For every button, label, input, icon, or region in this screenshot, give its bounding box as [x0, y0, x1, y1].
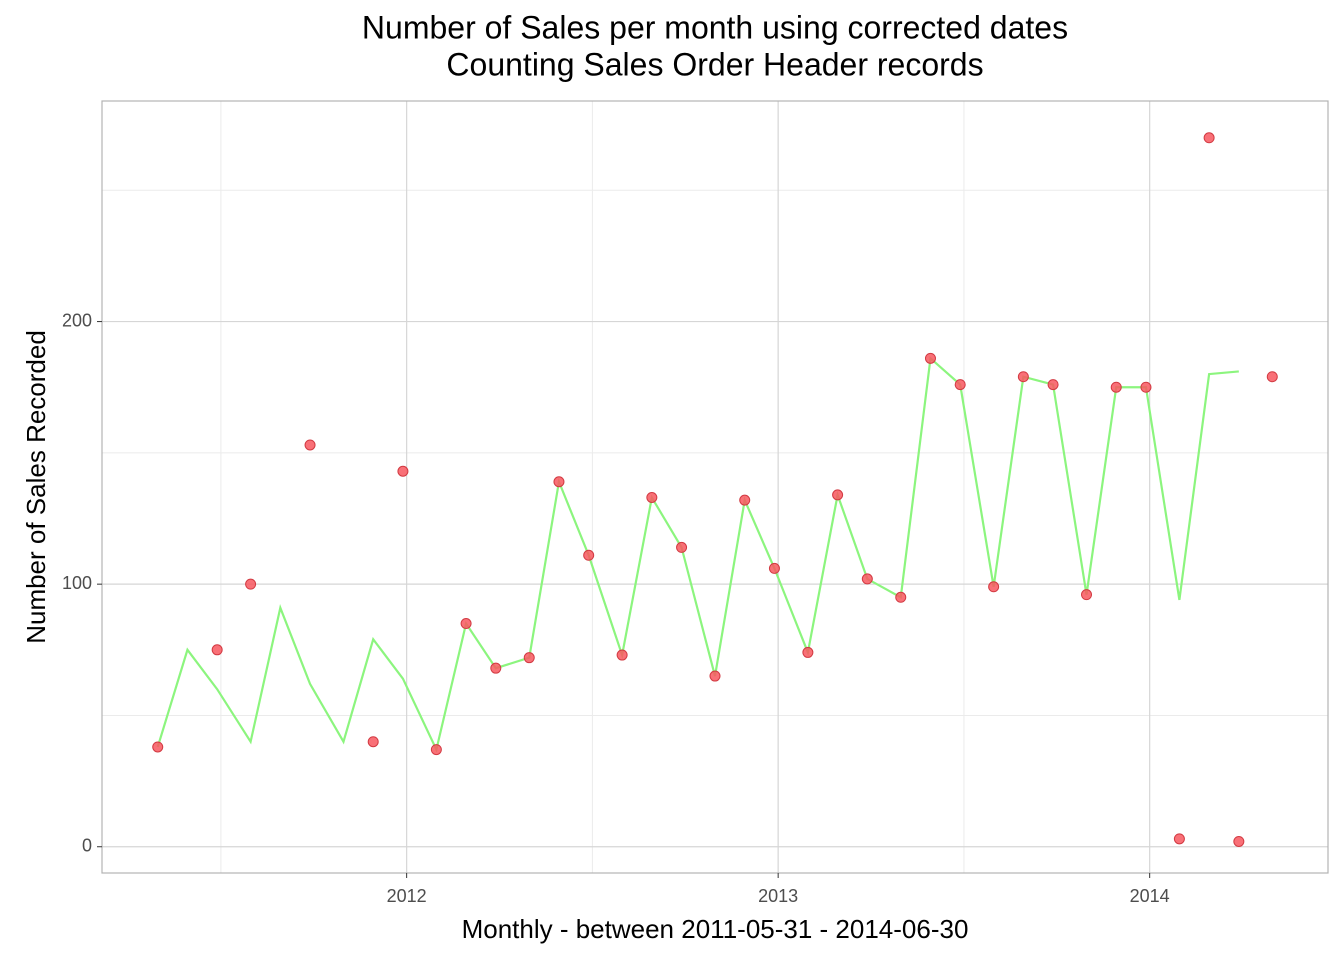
point	[211, 644, 223, 656]
point	[1081, 589, 1093, 601]
point	[768, 562, 780, 574]
point	[861, 573, 873, 585]
chart-title: Number of Sales per month using correcte…	[362, 9, 1068, 45]
point	[430, 744, 442, 756]
point	[304, 439, 316, 451]
point	[954, 379, 966, 391]
point	[1173, 833, 1185, 845]
line	[156, 356, 1239, 753]
point	[988, 581, 1000, 593]
point	[676, 541, 688, 553]
point	[553, 476, 565, 488]
point	[1266, 371, 1278, 383]
panel-border	[101, 100, 1329, 874]
x-tick-label: 2012	[387, 886, 427, 906]
point	[1233, 835, 1245, 847]
point	[1047, 379, 1059, 391]
y-tick-label: 200	[62, 310, 92, 330]
point	[709, 670, 721, 682]
point	[583, 549, 595, 561]
point	[739, 494, 751, 506]
point	[1203, 132, 1215, 144]
marks	[152, 132, 1278, 847]
point	[895, 591, 907, 603]
point	[646, 492, 658, 504]
point	[367, 736, 379, 748]
point	[397, 465, 409, 477]
point	[616, 649, 628, 661]
x-axis-title: Monthly - between 2011-05-31 - 2014-06-3…	[462, 914, 969, 944]
x-tick-label: 2013	[758, 886, 798, 906]
y-tick-label: 100	[62, 573, 92, 593]
point	[802, 646, 814, 658]
point	[924, 352, 936, 364]
point	[1140, 381, 1152, 393]
point	[832, 489, 844, 501]
point	[523, 652, 535, 664]
point	[1110, 381, 1122, 393]
grid	[102, 101, 1328, 873]
point	[152, 741, 164, 753]
chart-subtitle: Counting Sales Order Header records	[446, 46, 983, 82]
y-axis-title: Number of Sales Recorded	[21, 330, 51, 644]
y-tick-label: 0	[82, 835, 92, 855]
point	[245, 578, 257, 590]
point	[490, 662, 502, 674]
x-tick-label: 2014	[1130, 886, 1170, 906]
point	[460, 618, 472, 630]
point	[1017, 371, 1029, 383]
